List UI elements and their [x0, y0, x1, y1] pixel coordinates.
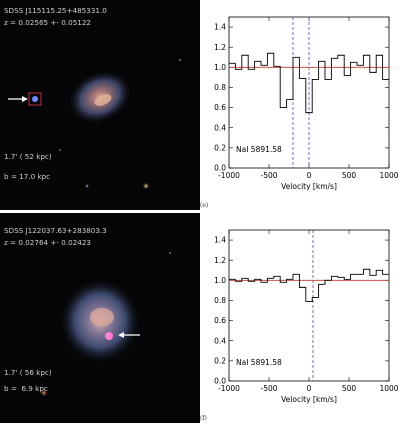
- spectrum-plot-f: 0.0 0.2 0.4 0.6 0.8 1.0 1.2 1.4 -1000 -500 0 500 100…: [214, 229, 399, 404]
- y-tick-label: 1.2: [214, 256, 226, 265]
- x-tick-label: 0: [307, 384, 312, 393]
- y-tick-label: 1.0: [214, 63, 226, 72]
- object-name: SDSS J122037.63+283803.3: [4, 226, 107, 235]
- x-tick-label: -1000: [218, 384, 240, 393]
- y-tick-label: 1.0: [214, 276, 226, 285]
- object-name: SDSS J115115.25+485331.0: [4, 6, 107, 15]
- target-marker-box-e: [28, 92, 42, 106]
- x-tick-label: 500: [342, 171, 357, 180]
- redshift-label: z = 0.02764 +- 0.02423: [4, 238, 91, 247]
- y-tick-label: 0.2: [214, 356, 226, 365]
- galaxy-image-f: SDSS J122037.63+283803.3 z = 0.02764 +- …: [0, 213, 200, 423]
- impact-parameter-label: b = 6.9 kpc: [4, 384, 48, 393]
- panel-caption-f: (f): [200, 415, 207, 422]
- line-label: NaI 5891.58: [236, 358, 282, 367]
- y-tick-label: 0.6: [214, 316, 226, 325]
- line-label: NaI 5891.58: [236, 145, 282, 154]
- galaxy-field-f: [0, 213, 200, 423]
- x-axis-label: Velocity [km/s]: [281, 182, 337, 191]
- impact-parameter-label: b = 17.0 kpc: [4, 172, 51, 181]
- y-tick-label: 1.2: [214, 43, 226, 52]
- x-tick-label: -500: [260, 384, 277, 393]
- y-tick-label: 0.0: [214, 164, 226, 173]
- y-tick-label: 0.2: [214, 143, 226, 152]
- y-tick-label: 1.4: [214, 23, 226, 32]
- x-tick-label: 0: [307, 171, 312, 180]
- y-tick-label: 0.0: [214, 377, 226, 386]
- y-tick-label: 0.4: [214, 123, 226, 132]
- y-tick-label: 0.6: [214, 103, 226, 112]
- target-object-f: [105, 332, 113, 340]
- x-tick-label: 500: [342, 384, 357, 393]
- y-tick-label: 0.8: [214, 83, 226, 92]
- spectrum-plot-e: 0.0 0.2 0.4 0.6 0.8 1.0 1.2 1.4 -1000 -500 0 500 100…: [214, 16, 399, 191]
- y-tick-label: 0.4: [214, 336, 226, 345]
- galaxy-field-e: [0, 0, 200, 210]
- y-tick-label: 0.8: [214, 296, 226, 305]
- panel-caption-e: (e): [200, 202, 209, 209]
- angular-scale-label: 1.7' ( 52 kpc): [4, 152, 52, 161]
- galaxy-image-e: SDSS J115115.25+485331.0 z = 0.02565 +- …: [0, 0, 200, 210]
- x-tick-label: 1000: [379, 384, 398, 393]
- angular-scale-label: 1.7' ( 56 kpc): [4, 368, 52, 377]
- x-tick-label: 1000: [379, 171, 398, 180]
- x-axis-label: Velocity [km/s]: [281, 395, 337, 404]
- redshift-label: z = 0.02565 +- 0.05122: [4, 18, 91, 27]
- x-tick-label: -500: [260, 171, 277, 180]
- x-tick-label: -1000: [218, 171, 240, 180]
- spectrum-series: [229, 268, 389, 302]
- target-object-e: [32, 96, 38, 102]
- spectrum-series: [229, 52, 389, 114]
- y-tick-label: 1.4: [214, 236, 226, 245]
